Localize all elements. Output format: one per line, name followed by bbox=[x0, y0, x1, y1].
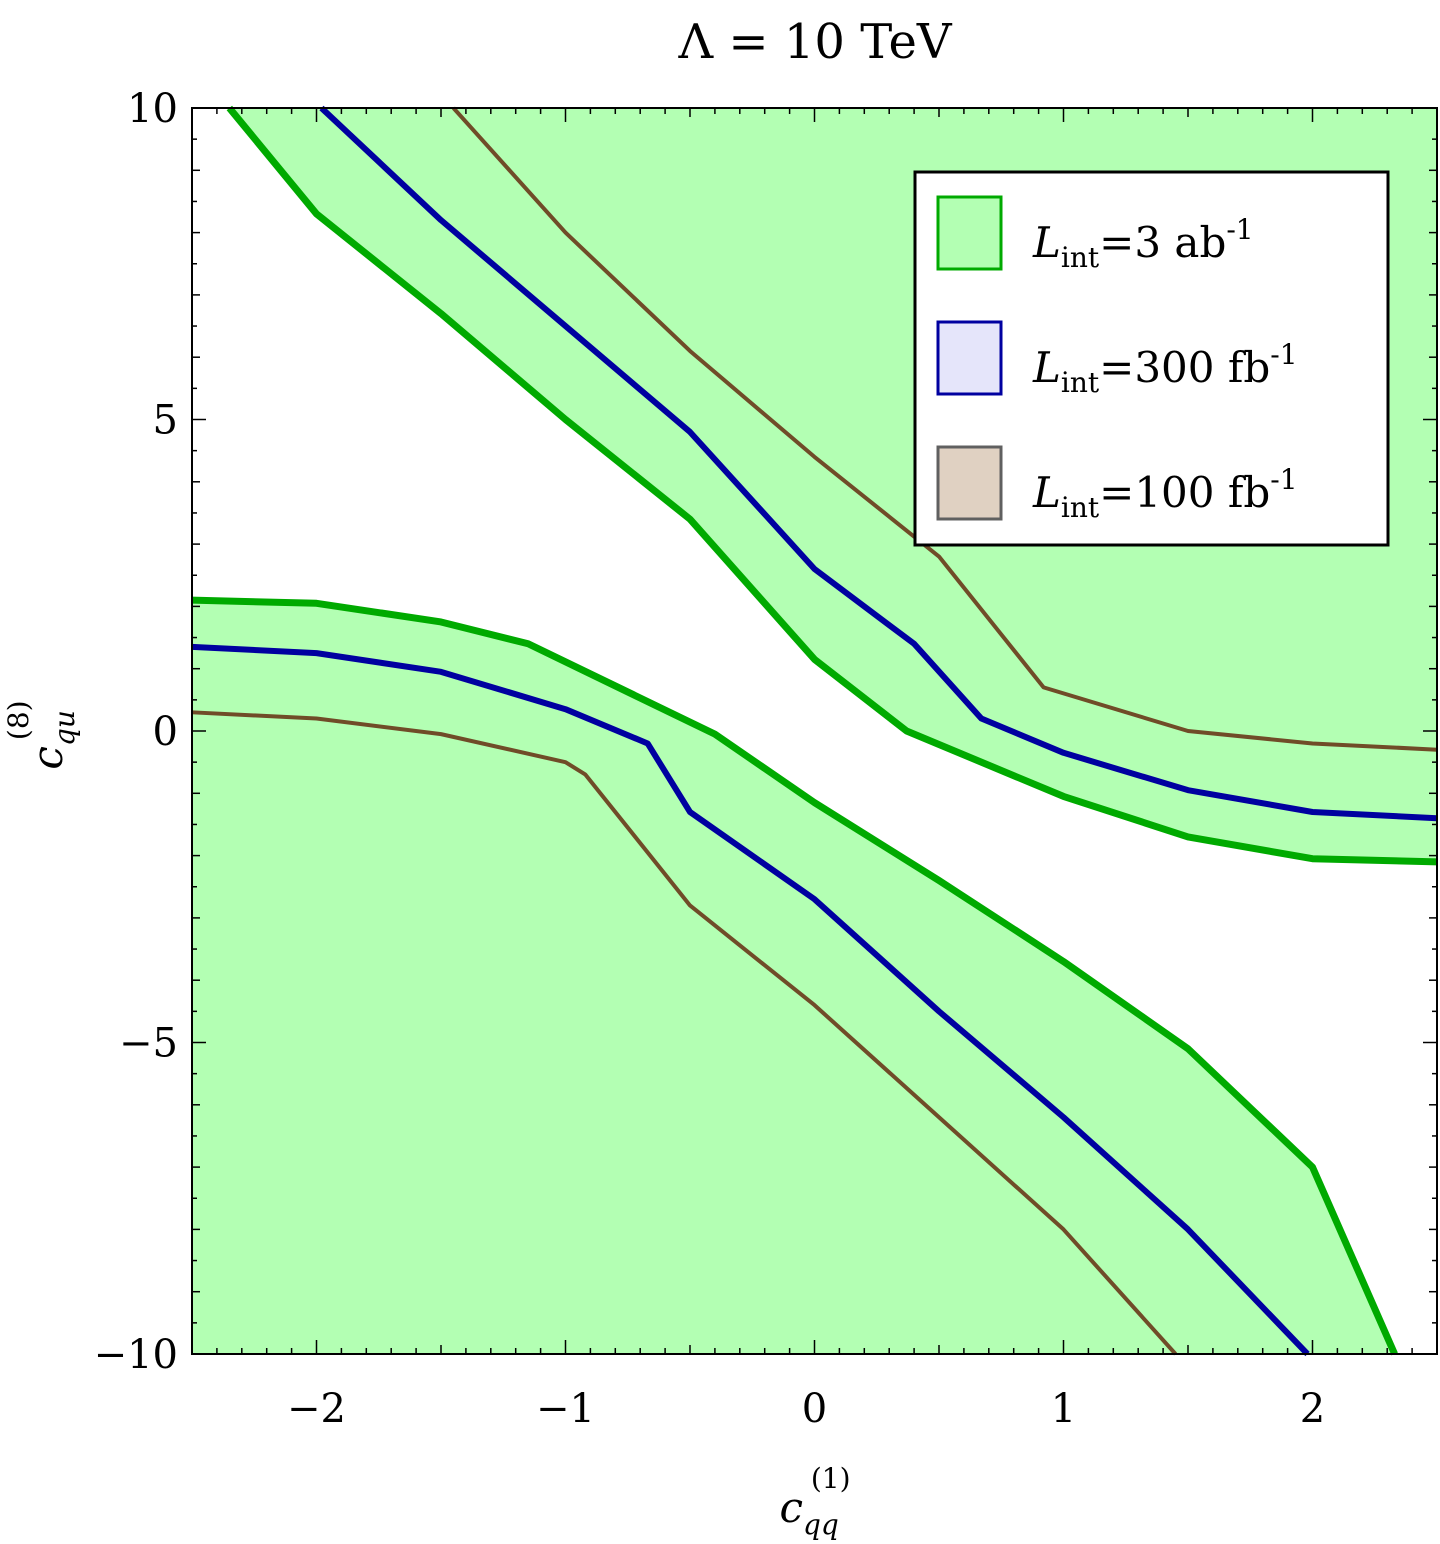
legend-swatch-3ab bbox=[936, 195, 1003, 271]
y-tick-label: −10 bbox=[94, 1332, 178, 1378]
x-tick-label: −1 bbox=[536, 1386, 595, 1432]
legend-swatch-100fb bbox=[936, 445, 1003, 521]
x-axis-label-sup: (1) bbox=[811, 1462, 851, 1495]
x-tick-label: 0 bbox=[802, 1386, 827, 1432]
plot-lines bbox=[191, 105, 1438, 1357]
legend: Lint=3 ab-1 Lint=300 fb-1 Lint=100 fb-1 bbox=[913, 170, 1390, 547]
boundary-line-lower-3ab bbox=[191, 596, 1398, 1356]
x-tick-label: 1 bbox=[1051, 1386, 1076, 1432]
ticks bbox=[191, 107, 1438, 1355]
y-axis-label-sub: qu bbox=[48, 710, 81, 746]
y-tick-label: 5 bbox=[153, 398, 178, 444]
y-axis-label-sup: (8) bbox=[2, 700, 35, 740]
chart-title: Λ = 10 TeV bbox=[677, 14, 952, 70]
x-axis-label: cqq (1) bbox=[779, 1462, 850, 1541]
legend-swatch-300fb bbox=[936, 320, 1003, 396]
boundary-line-lower-100fb bbox=[191, 710, 1178, 1356]
legend-label-3ab: Lint=3 ab-1 bbox=[1032, 213, 1254, 274]
x-axis-label-sub: qq bbox=[803, 1508, 839, 1541]
y-tick-label: 10 bbox=[127, 86, 178, 132]
y-axis-label-base: c bbox=[23, 746, 72, 770]
y-axis-label: cqu (8) bbox=[2, 700, 81, 769]
y-tick-label: 0 bbox=[153, 709, 178, 755]
excluded-region-lower-3ab bbox=[192, 600, 1395, 1354]
x-tick-label: 2 bbox=[1300, 1386, 1325, 1432]
legend-label-300fb: Lint=300 fb-1 bbox=[1032, 338, 1298, 399]
boundary-line-upper-3ab bbox=[226, 105, 1438, 866]
x-tick-label: −2 bbox=[287, 1386, 346, 1432]
boundary-line-lower-300fb bbox=[191, 643, 1310, 1357]
legend-label-100fb: Lint=100 fb-1 bbox=[1032, 463, 1298, 524]
y-tick-label: −5 bbox=[119, 1021, 178, 1067]
x-axis-label-base: c bbox=[779, 1483, 803, 1532]
boundary-line-upper-300fb bbox=[319, 105, 1438, 822]
boundary-line-upper-100fb bbox=[451, 106, 1438, 752]
